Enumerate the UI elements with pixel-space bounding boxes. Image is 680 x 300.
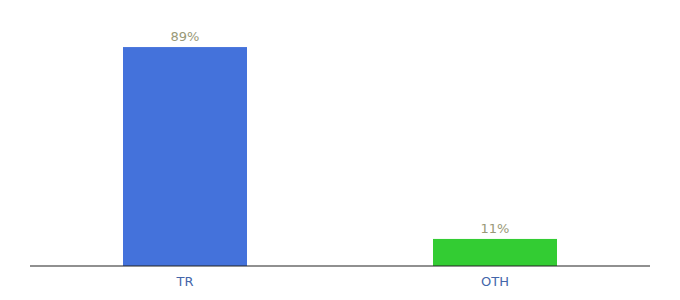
data-label: 11% xyxy=(481,221,510,236)
bar xyxy=(433,239,557,266)
chart-container: 89% 11% TR OTH xyxy=(0,0,680,300)
bar xyxy=(123,47,247,266)
x-tick-label: TR xyxy=(176,274,194,289)
x-tick-labels: TR OTH xyxy=(176,274,509,289)
bars xyxy=(123,47,557,266)
data-labels: 89% 11% xyxy=(171,29,510,236)
x-tick-label: OTH xyxy=(481,274,509,289)
x-axis-line xyxy=(30,265,650,266)
data-label: 89% xyxy=(171,29,200,44)
chart-svg: 89% 11% TR OTH xyxy=(0,0,680,300)
